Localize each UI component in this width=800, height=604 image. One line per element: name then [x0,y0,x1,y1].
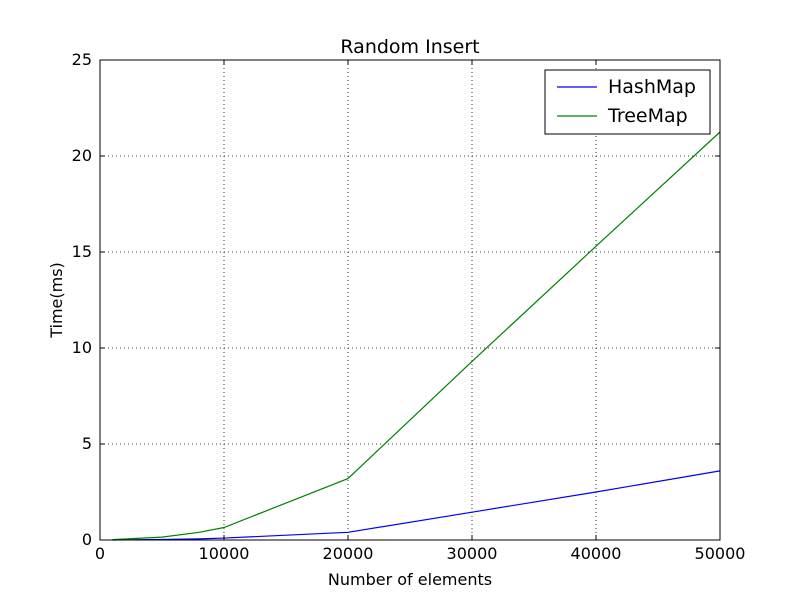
grid [100,60,720,540]
x-axis-label: Number of elements [328,570,492,589]
x-tick-label: 50000 [695,544,746,563]
y-tick-label: 0 [82,530,92,549]
legend-box [544,69,711,135]
legend-label-hashmap: HashMap [608,76,696,98]
x-tick-label: 20000 [323,544,374,563]
x-tick-label: 40000 [571,544,622,563]
x-tick-label: 10000 [199,544,250,563]
y-tick-label: 20 [72,146,92,165]
plot-background [100,60,720,540]
plot-frame [99,59,721,541]
x-tick-label: 0 [95,544,105,563]
y-axis-label: Time(ms) [47,262,66,339]
x-tick-label: 30000 [447,544,498,563]
series-group [112,131,721,541]
y-tick-label: 15 [72,242,92,261]
y-tick-label: 5 [82,434,92,453]
ticks: 0 10000 20000 30000 40000 50000 0 5 10 15 20 25 [72,50,746,563]
legend: HashMap TreeMap [544,69,711,135]
chart-title: Random Insert [340,36,479,58]
series-line-treemap [112,131,721,541]
y-tick-label: 10 [72,338,92,357]
series-line-hashmap [112,470,721,541]
y-tick-label: 25 [72,50,92,69]
legend-label-treemap: TreeMap [607,105,688,127]
